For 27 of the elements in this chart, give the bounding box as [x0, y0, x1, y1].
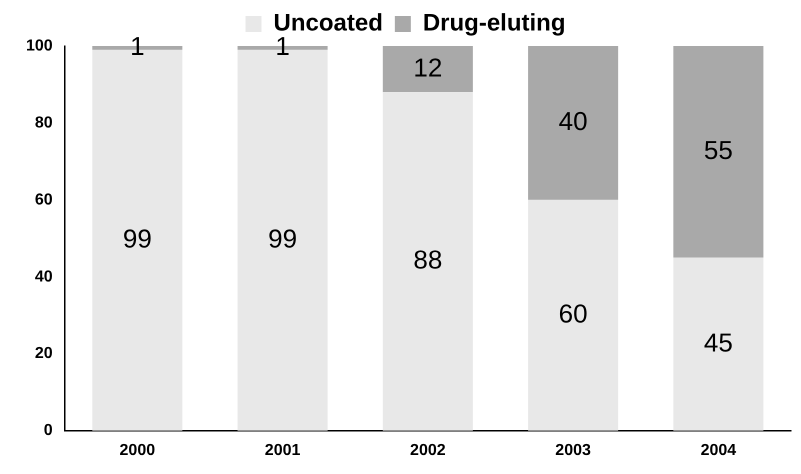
x-tick-label: 2004 [700, 442, 736, 459]
data-label: 99 [268, 223, 298, 254]
data-label: 60 [558, 298, 588, 329]
bar [528, 46, 618, 200]
bar [528, 200, 618, 431]
data-label: 55 [704, 134, 733, 165]
x-tick-label: 2003 [555, 442, 592, 459]
x-tick-label: 2001 [264, 442, 300, 459]
data-label: 40 [558, 106, 588, 136]
data-label: 45 [704, 327, 733, 358]
data-label: 99 [122, 223, 152, 254]
y-tick-label: 20 [34, 345, 53, 362]
data-label: 12 [413, 52, 442, 82]
legend-label: Drug-eluting [422, 10, 566, 37]
y-tick-label: 60 [34, 191, 53, 208]
bar [382, 46, 473, 92]
data-label: 1 [130, 31, 145, 62]
y-tick-label: 0 [44, 422, 53, 440]
bar [673, 258, 764, 431]
y-tick-label: 80 [34, 114, 53, 132]
bar [673, 46, 764, 258]
x-tick-label: 2002 [410, 442, 446, 459]
data-label: 88 [413, 244, 442, 275]
bar [382, 92, 473, 431]
x-tick-label: 2000 [120, 442, 156, 459]
y-tick-label: 100 [26, 37, 53, 54]
y-tick-label: 40 [34, 268, 53, 286]
